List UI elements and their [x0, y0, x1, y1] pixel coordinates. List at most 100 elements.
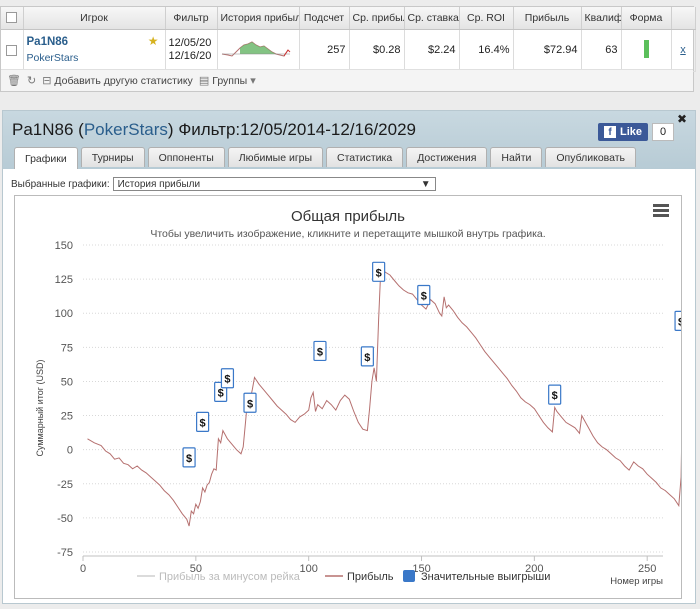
qualification-cell: 63 — [581, 29, 622, 72]
big-win-marker-label: $ — [552, 390, 558, 402]
y-tick-label: -50 — [57, 513, 73, 525]
tab-statistics[interactable]: Статистика — [326, 147, 404, 167]
x-tick-label: 50 — [190, 563, 202, 575]
select-all-checkbox[interactable] — [6, 12, 18, 24]
big-win-marker: $ — [372, 261, 386, 282]
col-header-player[interactable]: Игрок — [23, 7, 166, 30]
big-win-marker-box — [182, 447, 196, 468]
sparkline-svg — [221, 40, 290, 57]
count-cell: 257 — [299, 29, 350, 72]
facebook-like-count: 0 — [652, 123, 674, 141]
form-cell — [621, 29, 672, 72]
legend-rake-label[interactable]: Прибыль за минусом рейка — [159, 571, 301, 583]
col-header-avg-roi[interactable]: Ср. ROI — [459, 7, 514, 30]
col-header-actions — [671, 7, 696, 30]
medal-icon: ★ — [147, 33, 159, 48]
big-win-marker: $ — [548, 384, 562, 405]
col-header-avg-profit[interactable]: Ср. прибыль — [349, 7, 405, 30]
col-header-qualification[interactable]: Квалиф. — [581, 7, 622, 30]
big-win-marker: $ — [196, 411, 210, 432]
col-header-form[interactable]: Форма — [621, 7, 672, 30]
big-win-marker-box — [196, 411, 210, 432]
panel-title: Pa1N86 (PokerStars) Фильтр:12/05/2014-12… — [12, 120, 416, 139]
tab-charts[interactable]: Графики — [14, 147, 78, 169]
avg-roi-cell: 16.4% — [459, 29, 514, 72]
big-win-marker-label: $ — [421, 290, 427, 302]
tab-favorite-games[interactable]: Любимые игры — [227, 147, 324, 167]
profit-series-line — [87, 265, 681, 527]
tab-achievements[interactable]: Достижения — [406, 147, 488, 167]
big-win-marker-label: $ — [364, 352, 370, 364]
chart-subtitle: Чтобы увеличить изображение, кликните и … — [150, 228, 545, 240]
big-win-marker-box — [372, 261, 386, 282]
chart-select[interactable]: История прибыли ▼ — [112, 177, 436, 191]
player-name-link[interactable]: Pa1N86 — [26, 36, 69, 48]
form-indicator — [643, 39, 649, 58]
legend-wins-label[interactable]: Значительные выигрыши — [421, 571, 550, 583]
chart-container[interactable]: 150 125 100 75 50 25 0 -25 -50 -75 0 50 100 150 200 250… — [14, 195, 682, 599]
col-header-filter[interactable]: Фильтр — [165, 7, 218, 30]
y-tick-label: 75 — [61, 342, 73, 354]
big-win-marker-label: $ — [186, 453, 192, 465]
x-tick-label: 200 — [525, 563, 543, 575]
x-tick-label: 0 — [80, 563, 86, 575]
big-win-marker-label: $ — [247, 398, 253, 410]
chart-menu-icon[interactable] — [653, 204, 669, 219]
filter-cell: 12/05/20 12/16/20 — [165, 29, 218, 72]
big-win-marker: $ — [313, 340, 327, 362]
big-win-marker: $ — [182, 447, 196, 468]
add-statistics-button[interactable]: ⊟ Добавить другую статистику — [42, 74, 193, 88]
y-axis-label: Суммарный итог (USD) — [35, 359, 45, 456]
big-win-marker-box — [360, 346, 374, 367]
facebook-like-button[interactable]: f Like — [597, 123, 648, 141]
big-win-marker-box — [674, 310, 681, 332]
close-icon[interactable]: ✖ — [676, 112, 687, 126]
big-win-marker-label: $ — [678, 316, 681, 328]
stats-table: Игрок Фильтр История прибыли Подсчет Ср.… — [1, 7, 696, 72]
big-win-marker-box — [548, 384, 562, 405]
big-win-marker: $ — [417, 284, 431, 306]
col-header-history[interactable]: История прибыли — [217, 7, 300, 30]
title-player-name: Pa1N86 — [12, 120, 74, 139]
filter-from: 12/05/20 — [168, 37, 212, 49]
big-win-marker-label: $ — [200, 417, 206, 429]
y-tick-label: 0 — [67, 445, 73, 457]
x-tick-label: 150 — [412, 563, 430, 575]
big-win-marker-label: $ — [224, 374, 230, 386]
player-site-link[interactable]: PokerStars — [26, 52, 79, 64]
dropdown-arrow-icon: ▼ — [420, 178, 431, 190]
legend-profit-label[interactable]: Прибыль — [347, 571, 394, 583]
chart-select-label: Выбранные графики: — [11, 178, 110, 190]
avg-stake-cell: $2.24 — [404, 29, 460, 72]
remove-row-link[interactable]: x — [680, 44, 686, 56]
chart-legend: Прибыль за минусом рейка Прибыль Значите… — [137, 570, 550, 583]
facebook-like-label: Like — [619, 126, 642, 138]
chart-title: Общая прибыль — [291, 208, 405, 225]
big-win-marker-label: $ — [218, 387, 224, 399]
col-header-profit[interactable]: Прибыль — [513, 7, 582, 30]
tab-find[interactable]: Найти — [490, 147, 543, 167]
big-win-marker: $ — [674, 310, 681, 332]
col-header-count[interactable]: Подсчет — [299, 7, 350, 30]
row-checkbox-cell[interactable] — [1, 29, 24, 72]
tab-publish[interactable]: Опубликовать — [545, 147, 637, 167]
trash-icon[interactable]: 🗑 — [7, 75, 21, 87]
tab-tournaments[interactable]: Турниры — [80, 147, 145, 167]
y-tick-label: 125 — [55, 274, 73, 286]
x-tick-label: 250 — [638, 563, 656, 575]
row-checkbox[interactable] — [6, 44, 18, 56]
add-statistics-label: Добавить другую статистику — [54, 74, 193, 87]
title-site-link[interactable]: PokerStars — [83, 120, 168, 139]
player-cell: Pa1N86 PokerStars ★ — [23, 29, 166, 72]
col-header-avg-stake[interactable]: Ср. ставка — [404, 7, 460, 30]
groups-button[interactable]: ▤ Группы ▾ — [199, 74, 256, 88]
y-tick-label: 25 — [61, 411, 73, 423]
refresh-icon[interactable]: ↻ — [26, 75, 37, 87]
tab-bar: Графики Турниры Оппоненты Любимые игры С… — [14, 147, 637, 169]
select-all-header[interactable] — [1, 7, 24, 30]
y-tick-label: -75 — [57, 547, 73, 559]
profit-cell: $72.94 — [513, 29, 582, 72]
tab-opponents[interactable]: Оппоненты — [147, 147, 225, 167]
x-tick-label: 100 — [300, 563, 318, 575]
